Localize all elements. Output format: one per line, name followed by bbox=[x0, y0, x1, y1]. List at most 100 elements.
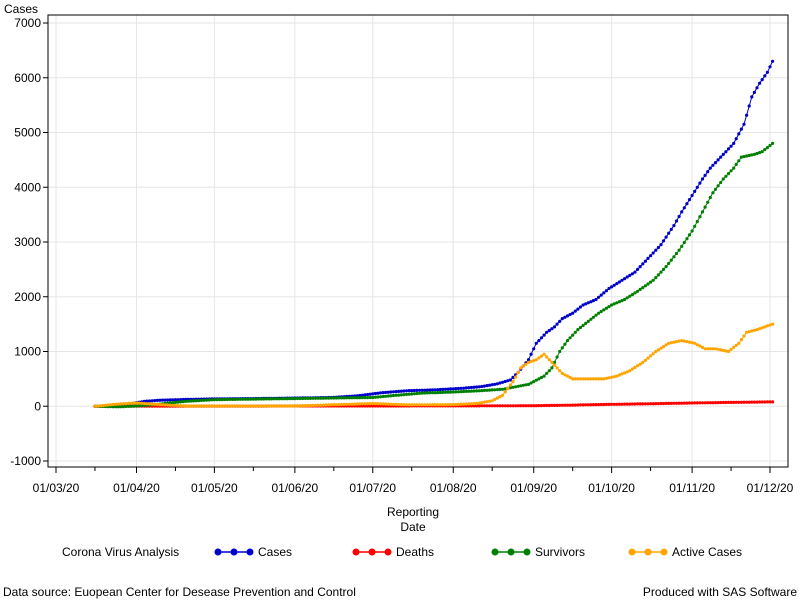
plot-frame bbox=[47, 14, 789, 468]
data-point bbox=[399, 389, 403, 393]
data-point bbox=[591, 377, 596, 381]
data-point bbox=[108, 403, 113, 407]
legend-swatch-marker bbox=[660, 548, 668, 556]
data-point bbox=[493, 404, 497, 408]
data-point bbox=[695, 219, 699, 224]
data-point bbox=[308, 396, 312, 400]
data-point bbox=[568, 336, 572, 340]
data-point bbox=[693, 341, 697, 345]
data-point bbox=[742, 155, 746, 159]
x-tick-label: 01/12/20 bbox=[747, 481, 794, 495]
data-point bbox=[620, 402, 624, 406]
data-point bbox=[690, 341, 694, 345]
data-point bbox=[732, 400, 736, 404]
data-point bbox=[168, 398, 172, 402]
data-point bbox=[760, 400, 764, 404]
data-point bbox=[713, 401, 718, 405]
data-point bbox=[752, 152, 757, 156]
data-point bbox=[708, 195, 712, 200]
data-point bbox=[651, 352, 655, 356]
data-point bbox=[410, 392, 414, 396]
data-point bbox=[654, 248, 658, 252]
data-point bbox=[563, 403, 567, 407]
data-point bbox=[747, 400, 751, 404]
data-point bbox=[404, 389, 409, 393]
data-point bbox=[659, 270, 663, 274]
data-point bbox=[176, 398, 180, 402]
data-point bbox=[493, 397, 497, 401]
data-point bbox=[732, 345, 736, 349]
data-point bbox=[464, 386, 468, 390]
data-point bbox=[329, 396, 333, 400]
data-point bbox=[472, 385, 476, 389]
data-point bbox=[443, 390, 448, 394]
data-point bbox=[334, 396, 338, 400]
data-point bbox=[381, 391, 385, 395]
data-point bbox=[269, 397, 274, 401]
data-point bbox=[451, 387, 455, 391]
data-point bbox=[376, 404, 380, 408]
data-point bbox=[443, 403, 448, 407]
data-point bbox=[589, 377, 593, 381]
data-point bbox=[661, 267, 666, 271]
data-point bbox=[617, 280, 622, 284]
data-point bbox=[687, 340, 692, 344]
data-point bbox=[215, 398, 219, 402]
data-point bbox=[739, 127, 744, 131]
data-point bbox=[573, 330, 577, 334]
data-point bbox=[391, 402, 396, 406]
data-point bbox=[602, 402, 606, 407]
data-point bbox=[386, 390, 390, 394]
data-point bbox=[454, 387, 458, 391]
data-point bbox=[495, 388, 499, 392]
data-point bbox=[700, 345, 705, 349]
data-point bbox=[95, 404, 100, 408]
data-point bbox=[337, 403, 341, 407]
data-point bbox=[116, 402, 120, 406]
data-point bbox=[698, 181, 702, 185]
data-point bbox=[482, 404, 486, 408]
data-point bbox=[389, 390, 393, 394]
data-point bbox=[633, 402, 637, 406]
x-tick-label: 01/11/20 bbox=[669, 481, 715, 495]
data-point bbox=[472, 389, 476, 393]
data-point bbox=[594, 297, 598, 302]
data-point bbox=[599, 309, 603, 314]
data-point bbox=[132, 404, 136, 408]
data-point bbox=[430, 388, 435, 392]
data-point bbox=[384, 390, 388, 394]
data-point bbox=[545, 330, 549, 334]
data-point bbox=[246, 397, 250, 401]
y-tick-label: 1000 bbox=[14, 345, 41, 359]
data-point bbox=[620, 278, 624, 282]
data-point bbox=[534, 341, 538, 345]
data-point bbox=[358, 402, 362, 406]
data-point bbox=[501, 387, 505, 391]
data-point bbox=[275, 404, 279, 408]
data-point bbox=[573, 309, 577, 313]
data-point bbox=[160, 403, 165, 407]
data-point bbox=[758, 327, 762, 331]
data-point bbox=[677, 401, 681, 405]
data-point bbox=[604, 289, 609, 293]
data-point bbox=[677, 248, 681, 252]
data-point bbox=[454, 390, 458, 394]
data-point bbox=[558, 403, 562, 407]
data-point bbox=[750, 329, 754, 333]
data-point bbox=[184, 399, 188, 403]
data-point bbox=[386, 394, 390, 398]
data-point bbox=[745, 400, 749, 404]
data-point bbox=[251, 404, 255, 408]
data-point bbox=[207, 404, 211, 408]
data-point bbox=[475, 401, 479, 406]
data-point bbox=[519, 384, 523, 388]
data-point bbox=[119, 402, 123, 406]
data-point bbox=[565, 403, 570, 407]
data-point bbox=[737, 400, 741, 404]
data-point bbox=[547, 369, 551, 373]
data-point bbox=[560, 317, 564, 321]
data-point bbox=[514, 385, 518, 389]
data-point bbox=[581, 403, 585, 407]
data-point bbox=[246, 404, 250, 408]
data-point bbox=[703, 205, 707, 209]
